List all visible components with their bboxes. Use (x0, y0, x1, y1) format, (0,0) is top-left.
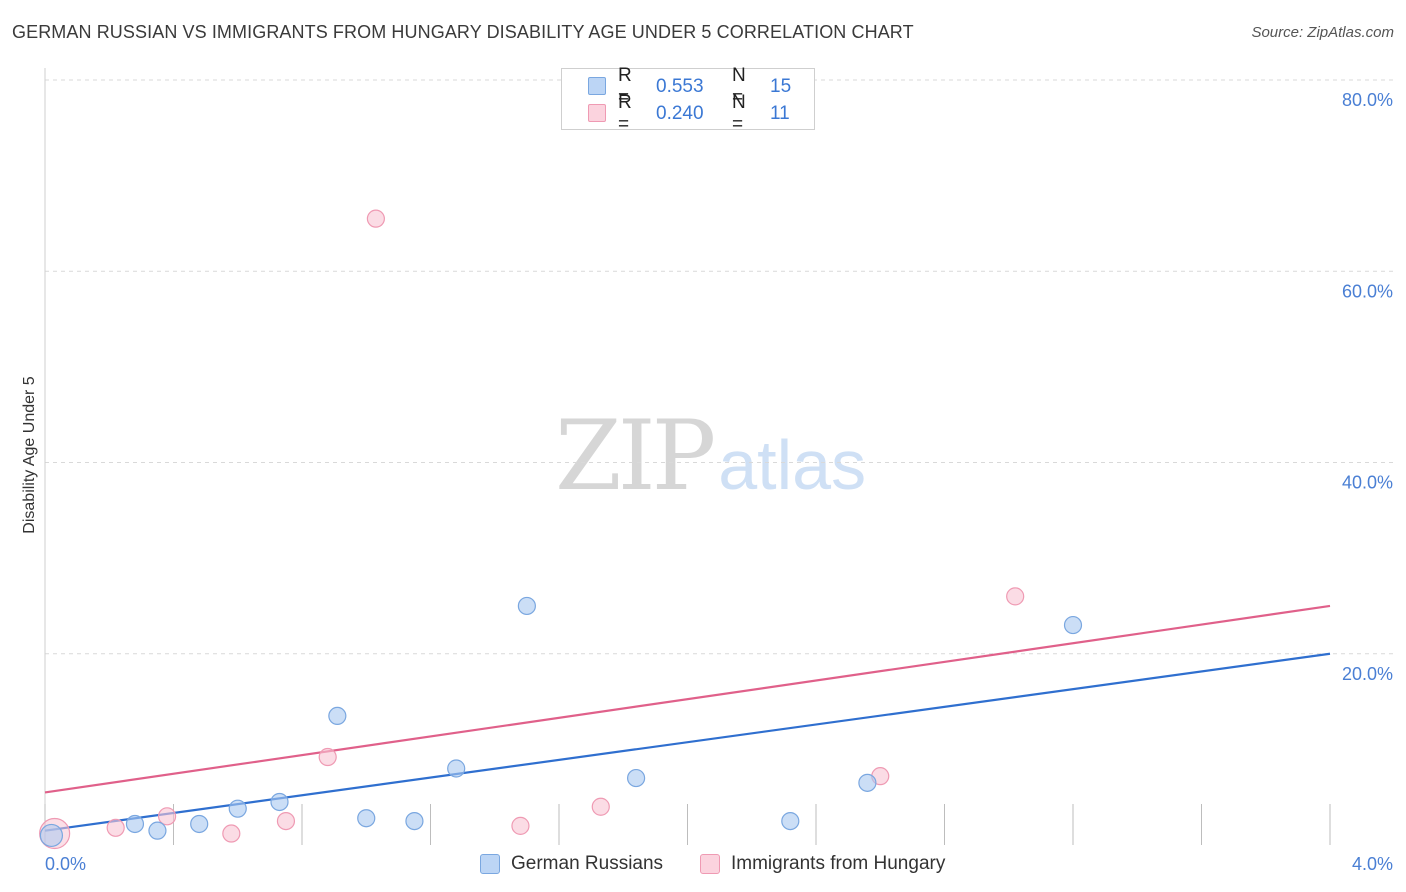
data-point-immigrants-hungary (222, 824, 241, 843)
data-point-immigrants-hungary (591, 797, 610, 816)
x-tick-label-min: 0.0% (45, 854, 86, 874)
data-point-immigrants-hungary (276, 811, 296, 831)
legend-swatch-immigrants-hungary (588, 104, 606, 122)
r-label: R = (618, 92, 632, 135)
legend-item-immigrants-hungary[interactable]: Immigrants from Hungary (700, 852, 945, 876)
n-label: N = (732, 92, 746, 135)
y-tick-label: 60.0% (1342, 281, 1393, 301)
n-value: 15 (770, 76, 792, 97)
data-point-immigrants-hungary (157, 807, 177, 826)
x-tick-label-max: 4.0% (1352, 854, 1393, 874)
data-point-immigrants-hungary (511, 816, 530, 835)
legend-label: German Russians (511, 853, 664, 874)
watermark: ZIPatlas (555, 400, 866, 512)
y-tick-label: 20.0% (1342, 664, 1393, 684)
n-label: N = (732, 65, 746, 108)
source-credit: Source: ZipAtlas.com (1251, 24, 1394, 41)
data-point-german-russians (270, 792, 289, 812)
chart-title: GERMAN RUSSIAN VS IMMIGRANTS FROM HUNGAR… (12, 22, 914, 42)
data-point-german-russians (405, 811, 424, 831)
data-point-german-russians (125, 814, 145, 834)
stats-legend: R = 0.553 N = 15 R = 0.240 N = 11 (561, 65, 815, 135)
data-point-german-russians (781, 811, 800, 831)
data-point-german-russians (626, 768, 646, 788)
trend-line-immigrants-hungary (44, 604, 1331, 794)
data-point-german-russians (357, 809, 376, 828)
data-point-german-russians (447, 759, 466, 778)
data-point-german-russians (228, 799, 247, 818)
y-tick-label: 40.0% (1342, 473, 1393, 493)
legend-swatch (700, 854, 720, 874)
data-point-immigrants-hungary (1006, 587, 1025, 606)
legend-swatch (480, 854, 500, 874)
trend-line-german-russians (44, 652, 1331, 832)
data-point-german-russians (148, 821, 167, 840)
data-point-immigrants-hungary (366, 209, 385, 228)
data-point-german-russians (1063, 615, 1083, 635)
r-label: R = (618, 65, 632, 108)
r-value: 0.553 (656, 76, 704, 97)
legend-label: Immigrants from Hungary (731, 853, 946, 874)
data-point-immigrants-hungary (318, 747, 337, 767)
n-value: 11 (770, 103, 790, 124)
legend-swatch-german-russians (588, 77, 606, 95)
data-point-german-russians (517, 596, 536, 616)
data-point-german-russians (858, 773, 877, 792)
data-point-immigrants-hungary (106, 818, 125, 837)
r-value: 0.240 (656, 103, 704, 124)
y-tick-label: 80.0% (1342, 90, 1393, 110)
data-point-german-russians (39, 823, 64, 848)
legend-item-german-russians[interactable]: German Russians (480, 852, 663, 876)
watermark-atlas: atlas (718, 426, 867, 504)
data-point-german-russians (190, 814, 209, 834)
watermark-zip: ZIP (555, 400, 716, 512)
data-point-german-russians (328, 706, 347, 726)
